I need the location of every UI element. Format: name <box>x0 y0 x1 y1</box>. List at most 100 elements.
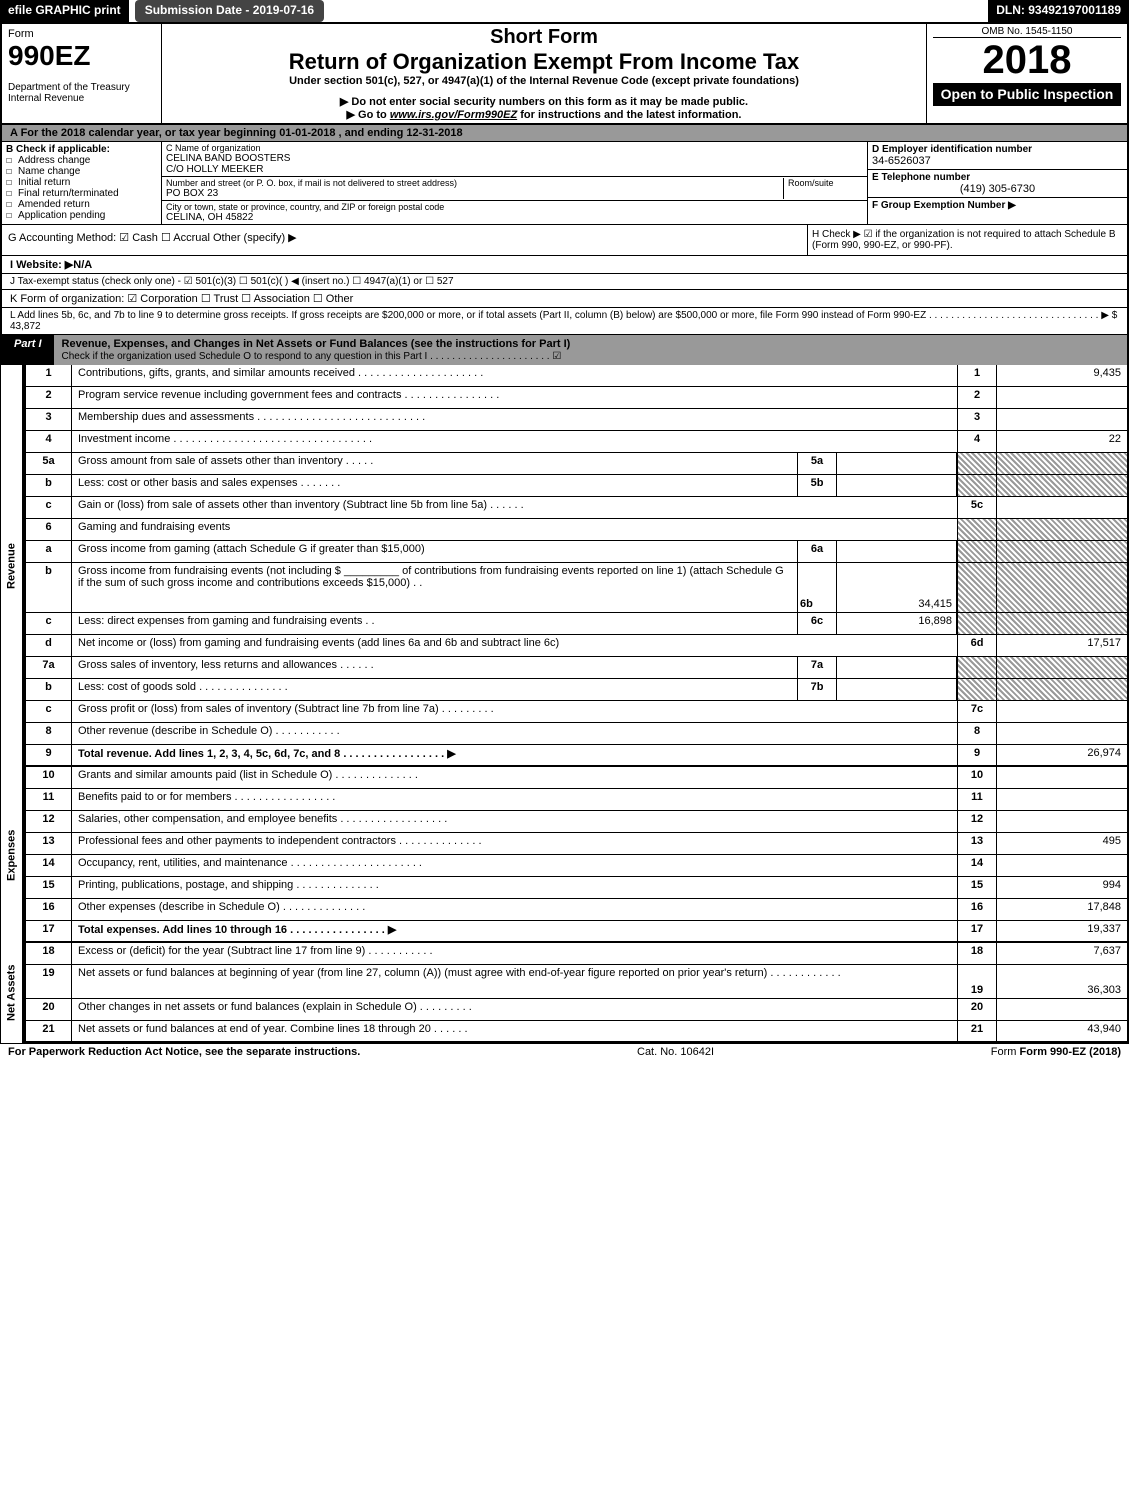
r2-num: 2 <box>26 387 72 408</box>
dept-label: Department of the Treasury Internal Reve… <box>8 82 155 104</box>
irs-link[interactable]: www.irs.gov/Form990EZ <box>390 109 517 121</box>
r7a-sv <box>837 657 957 678</box>
r5a-rh <box>957 453 997 474</box>
r3-desc: Membership dues and assessments . . . . … <box>72 409 957 430</box>
check-init[interactable]: ☐ <box>6 177 18 188</box>
line-g: G Accounting Method: ☑ Cash ☐ Accrual Ot… <box>2 225 807 255</box>
d-label: D Employer identification number <box>872 144 1123 155</box>
gh-row: G Accounting Method: ☑ Cash ☐ Accrual Ot… <box>0 225 1129 256</box>
r12-num: 12 <box>26 811 72 832</box>
r4-val: 22 <box>997 431 1127 452</box>
r21-desc: Net assets or fund balances at end of ye… <box>72 1021 957 1041</box>
r2-desc: Program service revenue including govern… <box>72 387 957 408</box>
r18-rn: 18 <box>957 943 997 964</box>
r8-val <box>997 723 1127 744</box>
r20-desc: Other changes in net assets or fund bala… <box>72 999 957 1020</box>
r12-desc: Salaries, other compensation, and employ… <box>72 811 957 832</box>
r6a-sn: 6a <box>797 541 837 562</box>
r7b-sn: 7b <box>797 679 837 700</box>
r13-desc: Professional fees and other payments to … <box>72 833 957 854</box>
r5c-desc: Gain or (loss) from sale of assets other… <box>72 497 957 518</box>
r11-rn: 11 <box>957 789 997 810</box>
check-addr[interactable]: ☐ <box>6 155 18 166</box>
expenses-section: Expenses 10Grants and similar amounts pa… <box>0 767 1129 943</box>
part1-desc: Revenue, Expenses, and Changes in Net As… <box>62 338 571 350</box>
r3-val <box>997 409 1127 430</box>
submission-date-button[interactable]: Submission Date - 2019-07-16 <box>135 0 324 22</box>
room-label: Room/suite <box>783 178 863 199</box>
b-init: Initial return <box>18 177 70 188</box>
r12-val <box>997 811 1127 832</box>
r4-desc: Investment income . . . . . . . . . . . … <box>72 431 957 452</box>
r6c-sn: 6c <box>797 613 837 634</box>
phone-value: (419) 305-6730 <box>872 183 1123 195</box>
r18-desc: Excess or (deficit) for the year (Subtra… <box>72 943 957 964</box>
line-k: K Form of organization: ☑ Corporation ☐ … <box>0 290 1129 308</box>
r7c-desc: Gross profit or (loss) from sales of inv… <box>72 701 957 722</box>
foot-right: Form Form 990-EZ (2018) <box>991 1046 1121 1058</box>
r20-val <box>997 999 1127 1020</box>
foot-mid: Cat. No. 10642I <box>637 1046 714 1058</box>
r9-desc: Total revenue. Add lines 1, 2, 3, 4, 5c,… <box>72 745 957 765</box>
r14-val <box>997 855 1127 876</box>
r17-num: 17 <box>26 921 72 941</box>
r4-rn: 4 <box>957 431 997 452</box>
r16-num: 16 <box>26 899 72 920</box>
r16-desc: Other expenses (describe in Schedule O) … <box>72 899 957 920</box>
r13-val: 495 <box>997 833 1127 854</box>
r7b-sv <box>837 679 957 700</box>
org-city: CELINA, OH 45822 <box>166 212 863 223</box>
r3-rn: 3 <box>957 409 997 430</box>
top-bar: efile GRAPHIC print Submission Date - 20… <box>0 0 1129 22</box>
r7c-rn: 7c <box>957 701 997 722</box>
r6-num: 6 <box>26 519 72 540</box>
r8-num: 8 <box>26 723 72 744</box>
r7c-val <box>997 701 1127 722</box>
ein-value: 34-6526037 <box>872 155 1123 167</box>
netassets-section: Net Assets 18Excess or (deficit) for the… <box>0 943 1129 1043</box>
part1-sub: Check if the organization used Schedule … <box>62 351 562 362</box>
r10-rn: 10 <box>957 767 997 788</box>
r5a-desc: Gross amount from sale of assets other t… <box>72 453 797 474</box>
r8-rn: 8 <box>957 723 997 744</box>
form-header: Form 990EZ Department of the Treasury In… <box>0 22 1129 125</box>
r6a-desc: Gross income from gaming (attach Schedul… <box>72 541 797 562</box>
b-fin: Final return/terminated <box>18 188 119 199</box>
org-co: C/O HOLLY MEEKER <box>166 164 863 175</box>
r5a-num: 5a <box>26 453 72 474</box>
r15-val: 994 <box>997 877 1127 898</box>
tax-year: 2018 <box>933 38 1121 83</box>
r5a-sn: 5a <box>797 453 837 474</box>
r15-rn: 15 <box>957 877 997 898</box>
page-footer: For Paperwork Reduction Act Notice, see … <box>0 1043 1129 1060</box>
check-fin[interactable]: ☐ <box>6 188 18 199</box>
c-label: C Name of organization <box>166 143 863 153</box>
r2-val <box>997 387 1127 408</box>
check-app[interactable]: ☐ <box>6 210 18 221</box>
line-a: A For the 2018 calendar year, or tax yea… <box>0 125 1129 142</box>
r19-desc: Net assets or fund balances at beginning… <box>72 965 957 998</box>
netassets-sidebar: Net Assets <box>0 943 24 1043</box>
r12-rn: 12 <box>957 811 997 832</box>
r21-num: 21 <box>26 1021 72 1041</box>
r10-num: 10 <box>26 767 72 788</box>
short-form-label: Short Form <box>168 26 920 49</box>
check-amend[interactable]: ☐ <box>6 199 18 210</box>
r16-rn: 16 <box>957 899 997 920</box>
r18-num: 18 <box>26 943 72 964</box>
r6b-num: b <box>26 563 72 612</box>
dln-label: DLN: 93492197001189 <box>988 0 1129 22</box>
org-addr: PO BOX 23 <box>166 188 783 199</box>
line-h: H Check ▶ ☑ if the organization is not r… <box>807 225 1127 255</box>
r6a-sv <box>837 541 957 562</box>
r6-desc: Gaming and fundraising events <box>72 519 957 540</box>
r6b-desc: Gross income from fundraising events (no… <box>72 563 797 612</box>
omb-label: OMB No. 1545-1150 <box>933 26 1121 38</box>
line-i: I Website: ▶N/A <box>0 256 1129 274</box>
r19-rn: 19 <box>957 965 997 998</box>
r7b-desc: Less: cost of goods sold . . . . . . . .… <box>72 679 797 700</box>
r15-num: 15 <box>26 877 72 898</box>
r9-val: 26,974 <box>997 745 1127 765</box>
check-name[interactable]: ☐ <box>6 166 18 177</box>
r6b-sn: 6b <box>797 563 837 612</box>
